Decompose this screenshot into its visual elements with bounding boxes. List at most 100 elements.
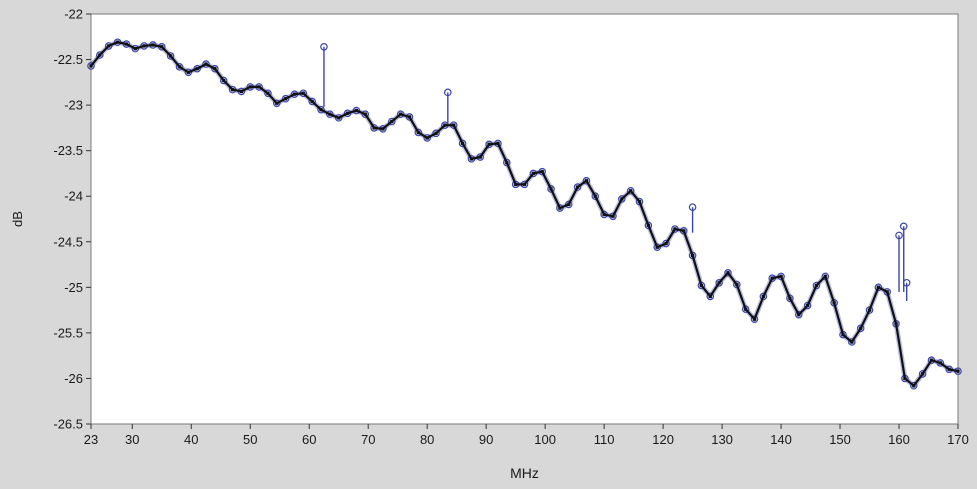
fit-point <box>452 123 456 127</box>
fit-point <box>929 358 934 362</box>
data-point <box>458 139 467 148</box>
data-point <box>591 192 600 201</box>
x-tick-label: 140 <box>770 432 792 447</box>
data-point <box>715 278 723 287</box>
fit-point <box>558 206 562 210</box>
data-point <box>909 381 918 390</box>
x-tick-label: 50 <box>243 432 257 447</box>
fit-point <box>788 296 792 300</box>
fit-point <box>514 182 518 186</box>
fit-point <box>107 44 111 48</box>
fit-point <box>213 67 217 71</box>
fit-point <box>531 171 535 176</box>
fit-point <box>248 85 252 89</box>
fit-point <box>469 157 474 161</box>
data-point <box>414 128 423 137</box>
fit-point <box>460 141 465 145</box>
fit-point <box>407 115 412 119</box>
fit-point <box>850 340 854 344</box>
data-point <box>724 268 732 277</box>
fit-point <box>567 202 571 207</box>
fit-point <box>487 142 491 146</box>
fit-point <box>867 308 872 312</box>
fit-point <box>947 367 951 371</box>
data-point <box>618 195 626 203</box>
fit-point <box>443 123 447 127</box>
x-tick-label: 90 <box>479 432 493 447</box>
fit-point <box>230 88 235 92</box>
fit-point <box>266 91 270 95</box>
spike-point <box>320 42 328 51</box>
fit-point <box>363 112 367 116</box>
data-point <box>573 183 582 191</box>
x-axis-label: MHz <box>510 465 539 481</box>
fit-point <box>98 53 102 57</box>
data-point <box>626 186 635 195</box>
spike-point <box>895 231 903 240</box>
fit-point <box>222 78 226 83</box>
y-tick-label: -24.5 <box>53 234 83 249</box>
data-point <box>582 176 591 185</box>
x-tick-label: 23 <box>84 432 98 447</box>
fit-point <box>956 369 960 373</box>
data-point <box>175 63 184 71</box>
fit-point <box>496 141 500 145</box>
data-point <box>635 197 644 206</box>
fit-point <box>885 290 889 294</box>
data-point <box>547 185 555 193</box>
fit-point <box>682 229 686 233</box>
fit-point <box>841 333 845 337</box>
fit-point <box>602 212 606 217</box>
data-point <box>706 292 715 301</box>
data-point <box>334 114 343 122</box>
fit-point <box>151 43 155 47</box>
fit-point <box>239 89 243 94</box>
data-point <box>423 134 431 142</box>
data-point <box>272 99 281 108</box>
fit-point <box>717 281 721 285</box>
fit-point <box>310 99 314 104</box>
data-point <box>865 306 874 314</box>
fit-point <box>903 376 907 381</box>
fit-point <box>637 200 642 204</box>
y-tick-label: -24 <box>64 189 83 204</box>
fit-point <box>257 85 261 89</box>
data-point <box>193 64 201 73</box>
fit-point <box>319 108 323 112</box>
data-point <box>653 243 662 252</box>
fit-point <box>169 54 173 58</box>
y-tick-label: -26 <box>64 371 83 386</box>
fit-point <box>629 189 633 193</box>
data-point <box>662 239 670 248</box>
fit-point <box>177 65 182 69</box>
fit-point <box>593 194 597 198</box>
fit-point <box>478 155 482 159</box>
fit-point <box>797 313 801 317</box>
plot-area <box>90 13 959 425</box>
y-tick-label: -25.5 <box>53 325 83 340</box>
fit-point <box>284 97 288 101</box>
fit-point <box>779 274 783 278</box>
spike-point <box>902 278 911 287</box>
fit-point <box>859 326 863 330</box>
x-tick-label: 110 <box>594 432 615 447</box>
data-point <box>503 158 511 167</box>
data-point <box>326 110 334 119</box>
x-tick-label: 170 <box>947 432 969 447</box>
x-tick-label: 60 <box>302 432 316 447</box>
x-tick-label: 160 <box>888 432 910 447</box>
fit-point <box>133 47 137 51</box>
data-point <box>556 204 564 212</box>
x-tick-label: 30 <box>125 432 139 447</box>
data-point <box>918 370 927 378</box>
data-point <box>387 117 396 126</box>
fit-point <box>195 67 199 71</box>
fit-point <box>575 185 580 189</box>
fit-point <box>752 317 757 321</box>
y-tick-label: -23 <box>64 98 83 113</box>
fit-point <box>275 101 279 105</box>
data-point <box>219 76 228 85</box>
fit-point <box>673 227 677 231</box>
y-axis-label: dB <box>10 211 25 227</box>
